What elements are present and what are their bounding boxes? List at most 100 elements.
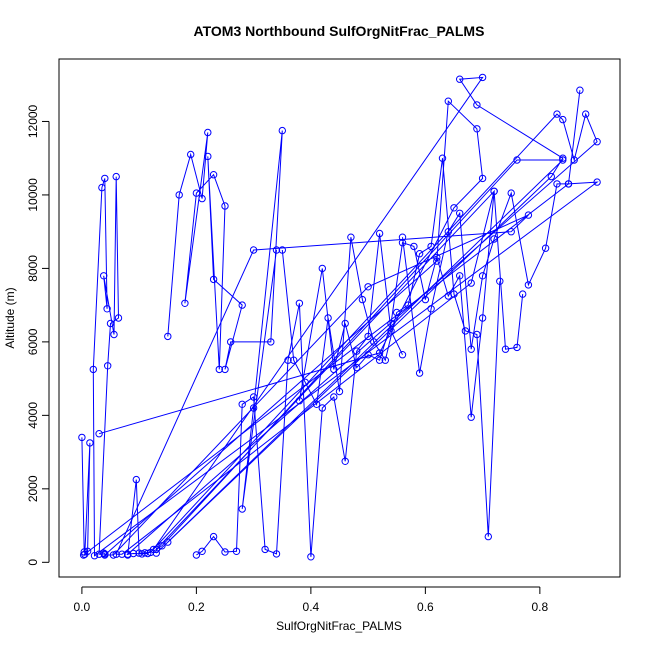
data-point [318,404,326,412]
data-point [519,290,527,298]
data-point [553,180,561,188]
data-point [444,292,452,300]
y-axis: 0 2000 4000 6000 8000 10000 12000 [26,104,50,566]
data-point [364,351,372,359]
data-point [110,330,118,339]
data-point [164,332,172,341]
data-point [478,272,487,280]
data-point [456,75,464,83]
data-point [198,194,206,203]
series-line [81,176,599,557]
y-tick-label: 0 [26,559,40,566]
data-point [467,345,475,353]
plot-frame [58,58,621,578]
data-point [341,457,349,465]
data-point [204,152,212,161]
data-point [593,178,601,186]
data-point [456,209,464,218]
data-point [272,550,281,558]
data-point [192,189,201,197]
data-point [433,253,441,262]
data-point [284,356,292,364]
data-point [490,235,498,243]
data-point [100,272,108,280]
data-point [444,97,452,105]
data-point [238,505,246,513]
y-tick-label: 8000 [26,255,40,282]
data-point [278,126,286,135]
data-point [301,378,309,386]
data-point [104,362,112,370]
data-point [478,174,487,183]
data-point [164,538,172,546]
data-point [307,553,315,561]
data-point [353,363,361,372]
data-point [187,150,195,159]
data-point [341,319,349,328]
data-point [478,314,487,322]
data-point [559,115,567,124]
data-point [114,314,123,322]
data-point [547,172,555,181]
data-point [192,551,201,559]
y-tick-label: 12000 [26,104,40,138]
data-point [375,229,384,238]
data-point [135,549,143,557]
data-point [507,228,515,236]
data-point [456,272,464,280]
data-point [221,202,229,210]
data-point [513,343,521,352]
data-point [204,128,212,137]
data-point [249,246,258,254]
data-point [507,189,515,197]
data-point [249,393,258,401]
data-point [249,404,258,412]
data-point [90,552,99,560]
data-point [490,187,498,196]
data-point [215,365,224,374]
data-point [484,532,492,541]
series-line [126,76,598,556]
data-point [576,86,584,94]
data-point [427,305,435,313]
data-point [427,242,435,251]
data-point [209,171,218,179]
data-point [227,338,235,346]
data-point [564,180,573,188]
data-point [496,277,504,285]
data-point [79,551,88,559]
data-point [112,550,120,558]
series-line [298,191,524,418]
data-point [375,349,384,357]
data-point [261,545,269,554]
data-point [78,433,86,442]
data-point [86,439,94,447]
data-point [375,356,384,364]
x-tick-label: 0.2 [188,600,205,614]
data-point [593,138,601,146]
data-point [209,532,218,541]
data-point [364,332,372,341]
data-point [553,110,561,118]
data-point [221,548,229,556]
data-point [221,365,229,374]
data-point [444,228,452,236]
data-point [330,393,338,401]
series-line [167,130,283,510]
data-point [101,174,109,183]
plot-marks [78,73,601,561]
data-point [132,475,141,484]
data-point [112,172,120,181]
data-point [501,345,510,353]
data-point [295,299,304,307]
data-point [118,550,126,558]
data-point [81,550,89,558]
data-point [478,73,487,82]
data-point [524,211,533,219]
x-tick-label: 0.6 [417,600,434,614]
x-axis-label: SulfOrgNitFrac_PALMS [276,619,402,633]
data-point [582,110,590,118]
